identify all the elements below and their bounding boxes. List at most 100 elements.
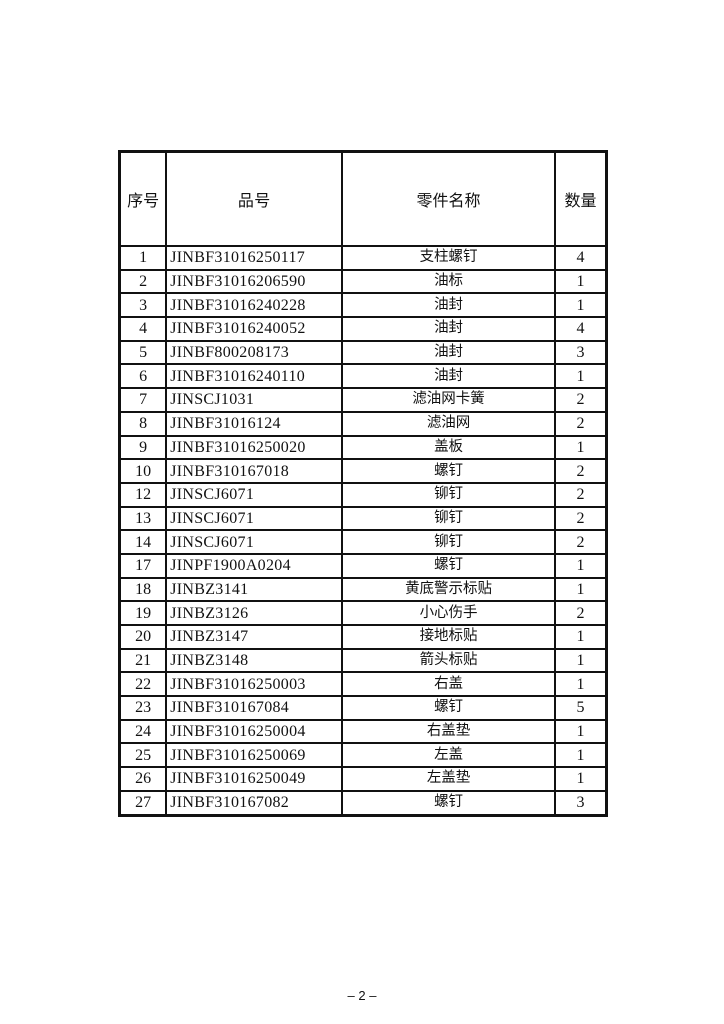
cell-quantity: 1: [553, 624, 608, 650]
cell-quantity: 2: [553, 505, 608, 532]
cell-seq: 27: [118, 789, 168, 817]
cell-part-name: 油封: [341, 339, 556, 366]
cell-part-number: JINSCJ6071: [165, 481, 344, 508]
table-row: 24 JINBF31016250004 右盖垫 1: [118, 718, 608, 745]
table-row: 5 JINBF800208173 油封 3: [118, 339, 608, 366]
cell-seq: 22: [118, 671, 168, 698]
cell-part-name: 铆钉: [341, 529, 556, 555]
header-part-name: 零件名称: [341, 150, 556, 247]
cell-part-number: JINBF31016240052: [165, 316, 344, 342]
table-row: 18 JINBZ3141 黄底警示标贴 1: [118, 576, 608, 603]
cell-seq: 23: [118, 695, 168, 721]
table-row: 21 JINBZ3148 箭头标贴 1: [118, 647, 608, 674]
cell-quantity: 1: [553, 552, 608, 579]
table-row: 26 JINBF31016250049 左盖垫 1: [118, 766, 608, 792]
cell-part-number: JINBZ3141: [165, 576, 344, 603]
cell-part-number: JINBZ3126: [165, 600, 344, 626]
cell-part-number: JINBF31016250069: [165, 742, 344, 769]
cell-quantity: 2: [553, 529, 608, 555]
cell-seq: 7: [118, 387, 168, 413]
table-row: 4 JINBF31016240052 油封 4: [118, 316, 608, 342]
cell-part-name: 铆钉: [341, 505, 556, 532]
cell-quantity: 4: [553, 316, 608, 342]
cell-part-number: JINBF31016250020: [165, 434, 344, 461]
cell-part-number: JINBF310167084: [165, 695, 344, 721]
cell-seq: 21: [118, 647, 168, 674]
cell-part-name: 油封: [341, 292, 556, 319]
cell-part-name: 油封: [341, 363, 556, 390]
cell-quantity: 2: [553, 410, 608, 437]
cell-seq: 5: [118, 339, 168, 366]
cell-part-name: 螺钉: [341, 552, 556, 579]
cell-quantity: 1: [553, 576, 608, 603]
table-row: 22 JINBF31016250003 右盖 1: [118, 671, 608, 698]
table-row: 25 JINBF31016250069 左盖 1: [118, 742, 608, 769]
cell-part-number: JINBF31016124: [165, 410, 344, 437]
parts-table: 序号 品号 零件名称 数量 1 JINBF31016250117 支柱螺钉 4 2 JIN…: [118, 150, 608, 817]
cell-part-number: JINBF31016206590: [165, 268, 344, 295]
cell-seq: 9: [118, 434, 168, 461]
cell-quantity: 1: [553, 363, 608, 390]
cell-part-name: 右盖垫: [341, 718, 556, 745]
cell-seq: 20: [118, 624, 168, 650]
cell-seq: 14: [118, 529, 168, 555]
cell-seq: 26: [118, 766, 168, 792]
cell-quantity: 1: [553, 292, 608, 319]
cell-quantity: 1: [553, 742, 608, 769]
cell-part-name: 右盖: [341, 671, 556, 698]
cell-part-name: 黄底警示标贴: [341, 576, 556, 603]
cell-part-name: 左盖垫: [341, 766, 556, 792]
table-row: 17 JINPF1900A0204 螺钉 1: [118, 552, 608, 579]
cell-part-number: JINSCJ6071: [165, 529, 344, 555]
cell-quantity: 3: [553, 339, 608, 366]
cell-quantity: 1: [553, 647, 608, 674]
cell-seq: 4: [118, 316, 168, 342]
cell-quantity: 2: [553, 481, 608, 508]
cell-seq: 13: [118, 505, 168, 532]
table-row: 13 JINSCJ6071 铆钉 2: [118, 505, 608, 532]
cell-part-number: JINBF31016250003: [165, 671, 344, 698]
table-row: 23 JINBF310167084 螺钉 5: [118, 695, 608, 721]
header-row: 序号 品号 零件名称 数量: [118, 150, 608, 247]
cell-part-number: JINBF310167082: [165, 789, 344, 817]
table-row: 20 JINBZ3147 接地标贴 1: [118, 624, 608, 650]
cell-part-number: JINBF31016250049: [165, 766, 344, 792]
cell-quantity: 5: [553, 695, 608, 721]
cell-quantity: 2: [553, 387, 608, 413]
table-row: 10 JINBF310167018 螺钉 2: [118, 458, 608, 484]
cell-seq: 2: [118, 268, 168, 295]
table-row: 7 JINSCJ1031 滤油网卡簧 2: [118, 387, 608, 413]
header-part-number: 品号: [165, 150, 344, 247]
cell-seq: 18: [118, 576, 168, 603]
table-row: 1 JINBF31016250117 支柱螺钉 4: [118, 245, 608, 271]
cell-part-number: JINPF1900A0204: [165, 552, 344, 579]
table-row: 9 JINBF31016250020 盖板 1: [118, 434, 608, 461]
header-quantity: 数量: [553, 150, 608, 247]
cell-seq: 3: [118, 292, 168, 319]
cell-quantity: 1: [553, 766, 608, 792]
cell-part-name: 小心伤手: [341, 600, 556, 626]
cell-seq: 24: [118, 718, 168, 745]
table-row: 2 JINBF31016206590 油标 1: [118, 268, 608, 295]
cell-part-name: 螺钉: [341, 458, 556, 484]
cell-part-number: JINBF31016250117: [165, 245, 344, 271]
table-row: 6 JINBF31016240110 油封 1: [118, 363, 608, 390]
cell-quantity: 1: [553, 718, 608, 745]
cell-part-number: JINBF310167018: [165, 458, 344, 484]
cell-part-number: JINSCJ1031: [165, 387, 344, 413]
table-row: 27 JINBF310167082 螺钉 3: [118, 789, 608, 817]
table-row: 12 JINSCJ6071 铆钉 2: [118, 481, 608, 508]
page-number: – 2 –: [347, 988, 377, 1003]
cell-seq: 17: [118, 552, 168, 579]
cell-seq: 1: [118, 245, 168, 271]
cell-part-number: JINSCJ6071: [165, 505, 344, 532]
cell-quantity: 1: [553, 434, 608, 461]
cell-quantity: 2: [553, 600, 608, 626]
cell-part-name: 支柱螺钉: [341, 245, 556, 271]
cell-part-name: 螺钉: [341, 789, 556, 817]
cell-seq: 19: [118, 600, 168, 626]
cell-part-name: 盖板: [341, 434, 556, 461]
cell-seq: 12: [118, 481, 168, 508]
table-row: 19 JINBZ3126 小心伤手 2: [118, 600, 608, 626]
cell-part-number: JINBF800208173: [165, 339, 344, 366]
